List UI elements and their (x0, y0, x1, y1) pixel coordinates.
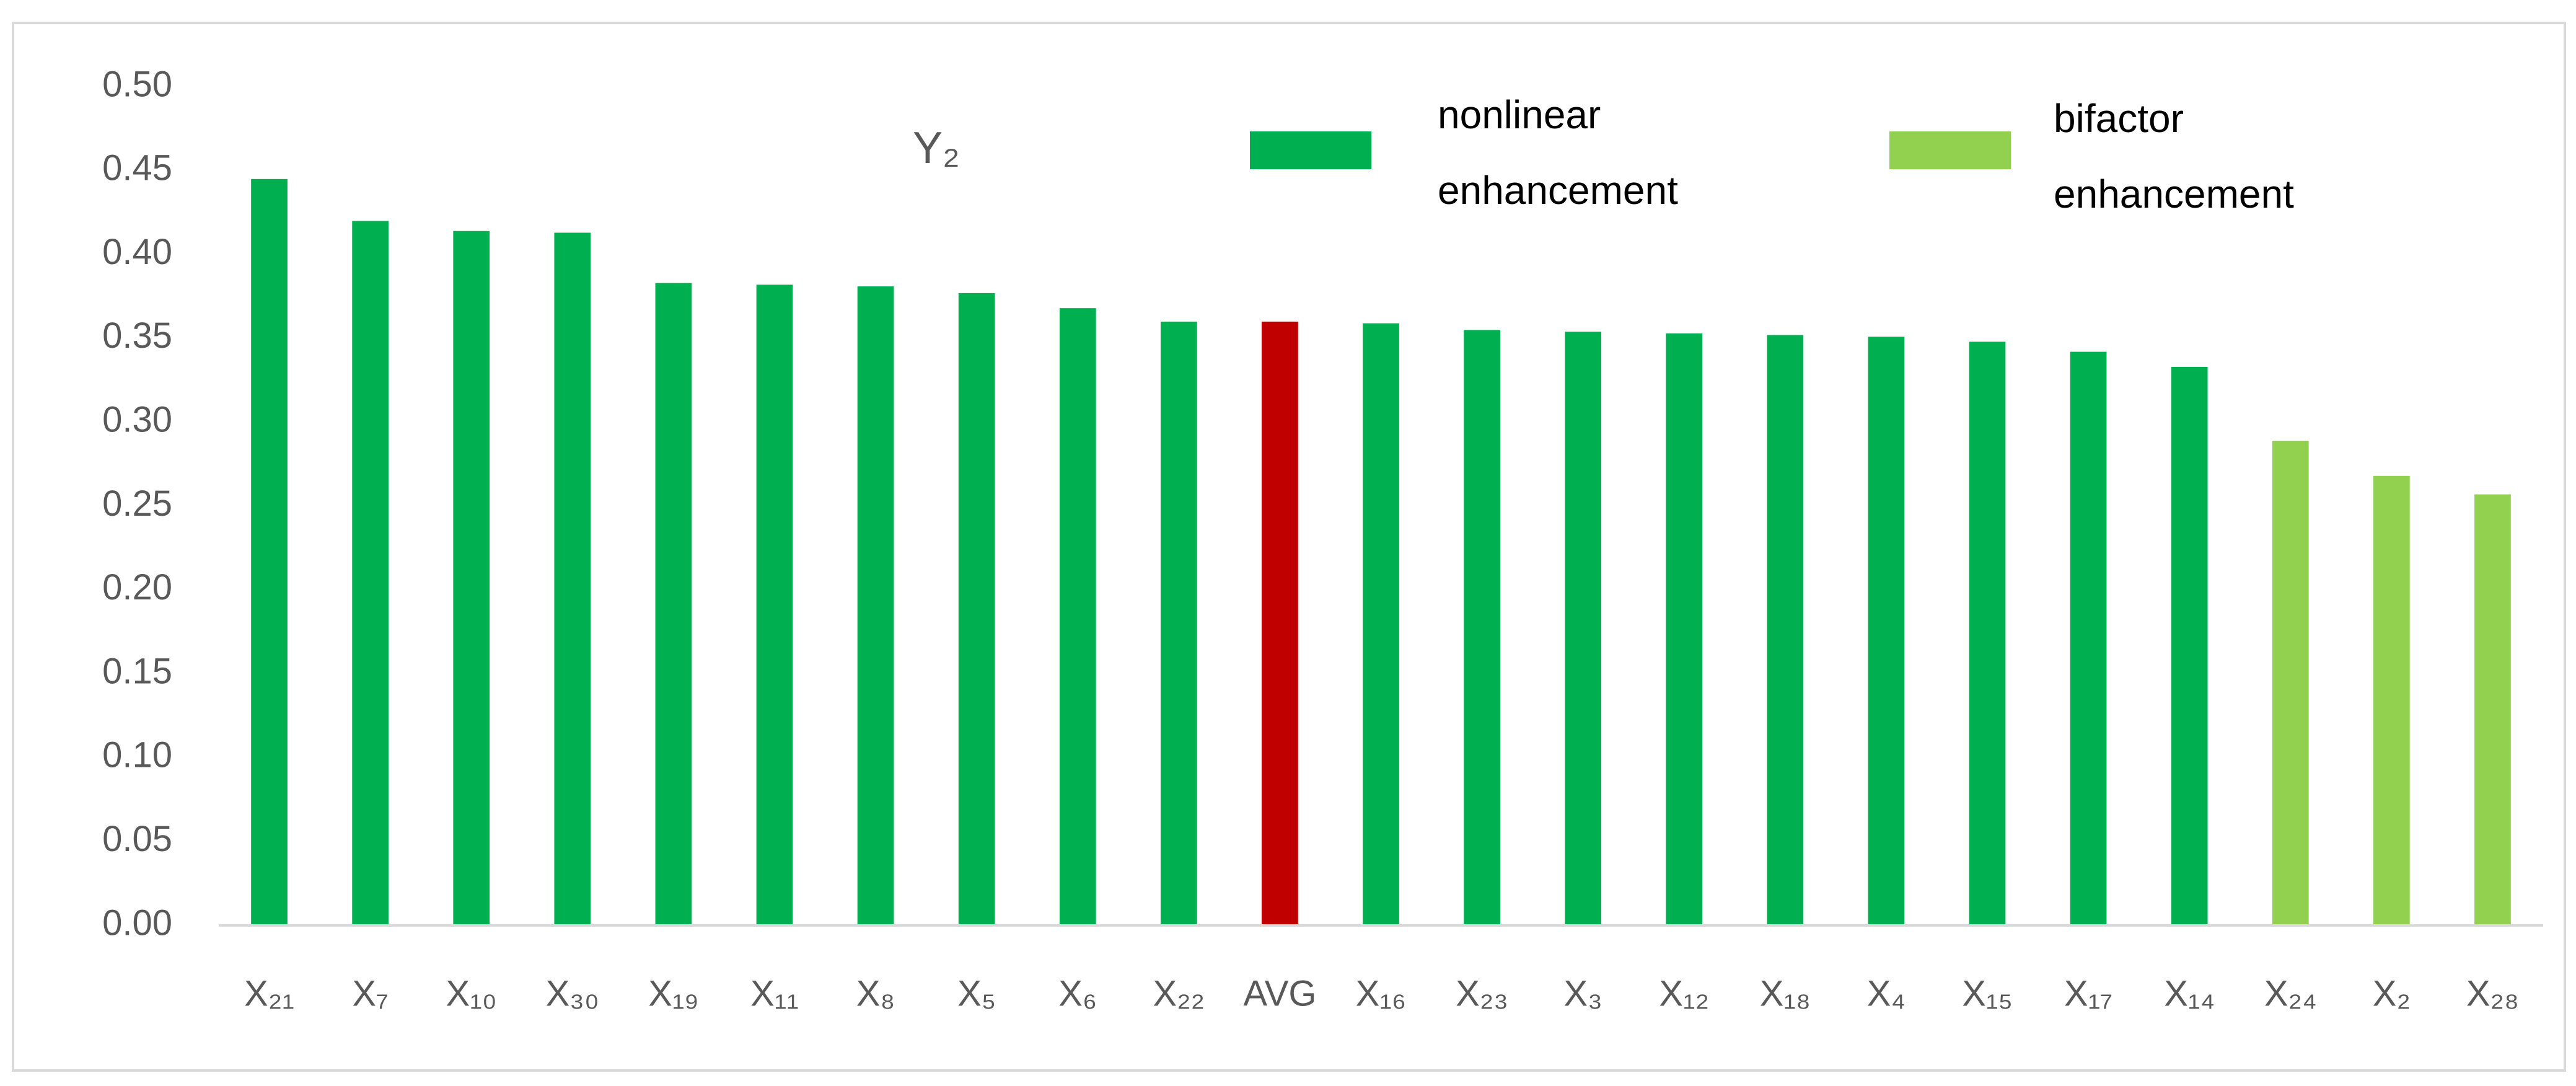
x-tick-label: X₁₅ (1962, 973, 2013, 1013)
chart-border (12, 22, 2566, 1072)
x-tick-label: X₂ (2373, 973, 2411, 1013)
bar (554, 232, 591, 925)
x-tick-label: X₂₄ (2264, 973, 2317, 1013)
x-tick-label: X₇ (352, 973, 389, 1013)
x-tick-label: X₁₆ (1356, 973, 1407, 1013)
y-tick-label: 0.05 (102, 819, 172, 859)
x-tick-label: X₁₂ (1659, 973, 1709, 1013)
x-tick-label: X₅ (957, 973, 996, 1013)
legend-swatch (1250, 131, 1371, 169)
legend-label: bifactor enhancement (2054, 96, 2294, 216)
bar (1565, 332, 1602, 925)
bar (958, 293, 995, 925)
bar (655, 283, 692, 925)
bar (1160, 321, 1197, 925)
bar (2474, 494, 2511, 925)
bar (2070, 351, 2107, 925)
x-tick-label: X₆ (1058, 973, 1097, 1013)
x-tick-label: X₂₂ (1153, 973, 1205, 1013)
y-tick-label: 0.50 (102, 64, 172, 104)
x-tick-label: X₁₀ (446, 973, 497, 1013)
x-tick-label: X₁₄ (2164, 973, 2215, 1013)
y-tick-label: 0.10 (102, 735, 172, 775)
y-tick-label: 0.20 (102, 567, 172, 607)
bar (2171, 366, 2208, 925)
bar (1363, 323, 1399, 925)
x-tick-label: X₈ (856, 973, 895, 1013)
x-tick-label: X₃ (1564, 973, 1602, 1013)
bar (857, 286, 894, 925)
legend-swatch (1889, 131, 2011, 169)
chart-title: Y₂ (913, 123, 960, 173)
bar (1868, 337, 1905, 925)
y-tick-label: 0.25 (102, 483, 172, 524)
y-tick-label: 0.00 (102, 903, 172, 943)
y-tick-label: 0.35 (102, 316, 172, 356)
x-tick-label: AVG (1243, 973, 1316, 1013)
bar (1059, 308, 1096, 925)
bar (352, 221, 389, 926)
bar (251, 179, 288, 926)
bar (1969, 342, 2006, 925)
bar (1666, 333, 1703, 925)
y-tick-label: 0.15 (102, 651, 172, 691)
bar (1464, 330, 1500, 925)
y-tick-label: 0.30 (102, 400, 172, 440)
x-tick-label: X₂₈ (2466, 973, 2519, 1013)
y-tick-label: 0.40 (102, 232, 172, 272)
bar (2373, 475, 2410, 925)
bar (756, 285, 793, 926)
x-tick-label: X₁₉ (648, 973, 698, 1013)
x-tick-label: X₁₁ (750, 973, 799, 1013)
x-tick-label: X₂₁ (244, 973, 294, 1013)
bar (1262, 321, 1298, 925)
x-tick-label: X₁₇ (2064, 973, 2112, 1013)
x-tick-label: X₃₀ (546, 973, 599, 1013)
bar (1767, 335, 1804, 925)
x-tick-label: X₁₈ (1760, 973, 1811, 1013)
bar (453, 231, 490, 925)
bar (2272, 440, 2309, 925)
y-tick-label: 0.45 (102, 148, 172, 188)
x-tick-label: X₂₃ (1456, 973, 1508, 1013)
legend-label: nonlinear enhancement (1438, 92, 1678, 213)
x-tick-label: X₄ (1867, 973, 1906, 1013)
